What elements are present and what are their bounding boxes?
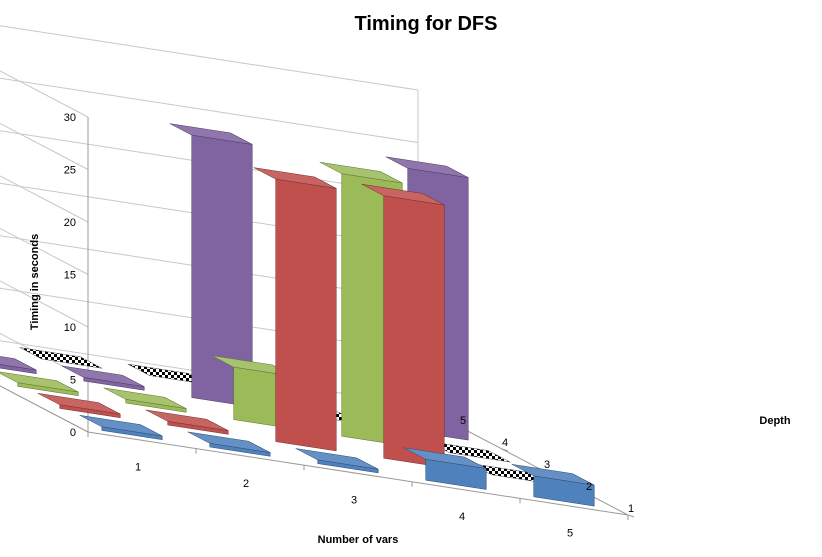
missing-value-tile [127, 363, 211, 386]
y-tick-label: 25 [64, 165, 76, 177]
y-tick-label: 15 [64, 270, 76, 282]
y-tick-label: 0 [70, 427, 76, 439]
chart-title: Timing for DFS [355, 13, 498, 35]
bar-top [0, 356, 37, 371]
bar-top [361, 183, 445, 206]
gridline [0, 25, 419, 118]
bar-top [0, 371, 79, 393]
y-tick-label: 20 [64, 217, 76, 229]
bar-top [103, 387, 187, 409]
bar-depth2-vars2 [145, 409, 229, 435]
x-tick-label: 5 [567, 528, 573, 540]
bar-depth3-vars2 [103, 387, 187, 413]
bar-top [253, 167, 337, 189]
axes [0, 117, 635, 520]
depth-tick [627, 514, 635, 518]
bar-depth1-vars1 [79, 415, 163, 441]
x-tick-label: 2 [243, 478, 249, 490]
depth-tick [501, 448, 509, 452]
bar-top [79, 415, 163, 437]
missing-value-tile [19, 347, 103, 369]
gridline [0, 77, 419, 170]
bar-depth1-vars4 [403, 447, 487, 490]
x-tick-label: 1 [135, 461, 141, 473]
depth-tick-label: 4 [502, 437, 508, 449]
y-tick-label: 5 [70, 375, 76, 387]
bar-depth5-vars2 [19, 347, 103, 369]
x-axis-title: Number of vars [318, 534, 399, 546]
bar-depth4-vars1 [0, 356, 37, 375]
tick-labels: 0 5 10 15 20 25 30 1 2 3 4 5 1 2 3 4 5 [64, 112, 634, 540]
bar-depth4-vars2 [61, 365, 145, 391]
bar-top [403, 447, 487, 469]
depth-tick-label: 1 [628, 503, 634, 515]
bar-depth2-vars4 [361, 183, 445, 468]
bar-top [295, 448, 379, 470]
bar-depth1-vars2 [187, 431, 271, 457]
x-tick-label: 4 [459, 511, 465, 523]
bar-top [61, 365, 145, 387]
y-tick-label: 30 [64, 112, 76, 124]
bar-top [37, 393, 121, 415]
depth-tick-label: 5 [460, 415, 466, 427]
depth-tick-label: 2 [586, 481, 592, 493]
y-axis-title: Timing in seconds [29, 234, 41, 330]
bar-top [187, 431, 271, 453]
bar-top [511, 464, 595, 486]
bar-depth3-vars1 [0, 371, 79, 397]
bar-top [385, 156, 469, 178]
y-tick-label: 10 [64, 322, 76, 334]
depth-tick-label: 3 [544, 459, 550, 471]
bar-front [275, 178, 337, 452]
floor-axis [0, 385, 629, 516]
bar-top [145, 409, 229, 431]
bar-depth5-vars3 [127, 363, 211, 386]
bar-depth1-vars5 [511, 464, 595, 507]
bars [0, 123, 595, 507]
bar-top [319, 161, 403, 184]
bar-depth2-vars1 [37, 393, 121, 419]
bar-depth1-vars3 [295, 448, 379, 474]
x-tick-label: 3 [351, 495, 357, 507]
bar-depth4-vars3 [169, 123, 253, 408]
bar-front [383, 195, 445, 468]
depth-axis-title: Depth [759, 415, 790, 427]
bar-depth2-vars3 [253, 167, 337, 452]
bar-top [169, 123, 253, 145]
bar-top [211, 355, 295, 377]
